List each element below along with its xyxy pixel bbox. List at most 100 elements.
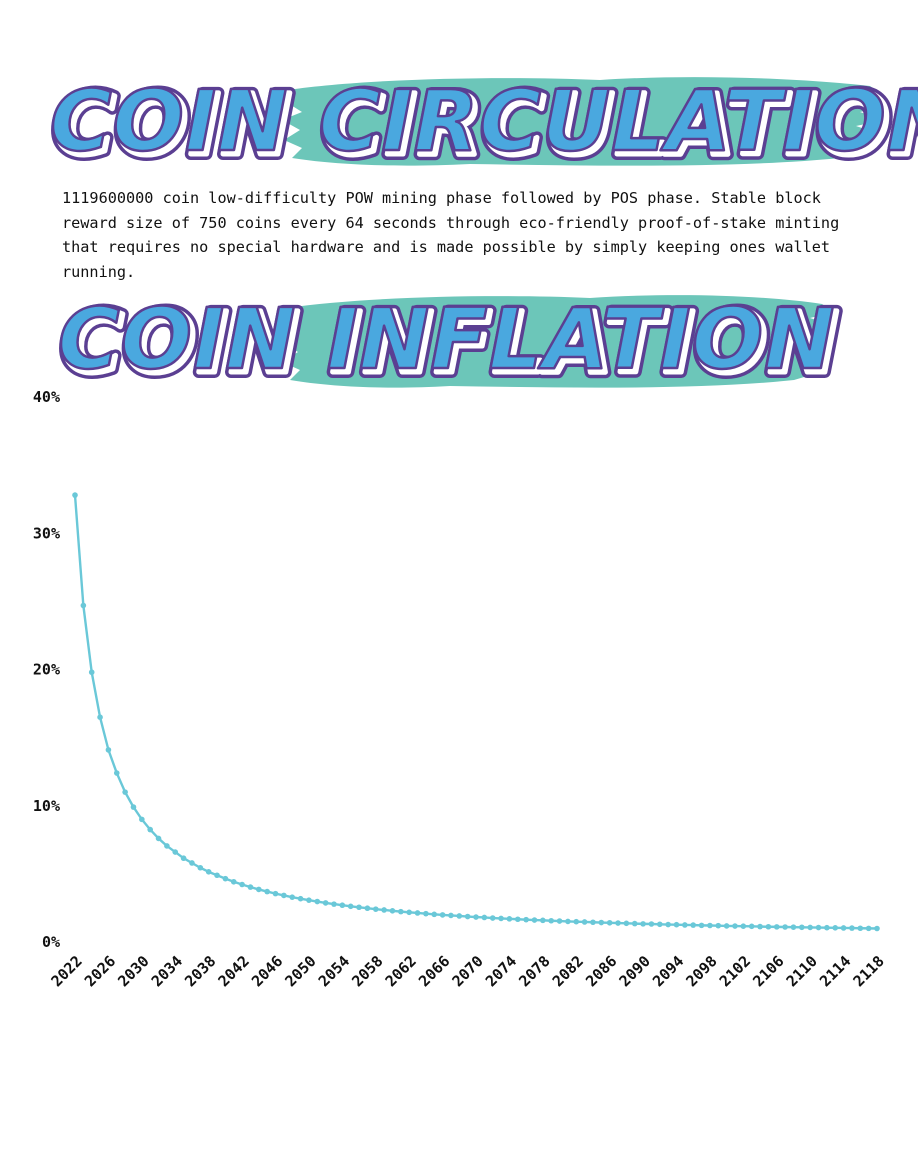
data-point bbox=[398, 908, 404, 915]
x-tick-label: 2022 bbox=[48, 952, 86, 990]
data-point bbox=[72, 492, 78, 498]
data-point bbox=[80, 602, 87, 609]
data-point bbox=[364, 905, 371, 912]
title-outline-layer: COIN CIRCULATION bbox=[54, 76, 918, 174]
data-point bbox=[155, 835, 162, 842]
x-tick-label: 2106 bbox=[749, 952, 787, 990]
title-coin-inflation: COIN INFLATION bbox=[58, 290, 836, 388]
x-tick-label: 2066 bbox=[415, 952, 453, 990]
data-point bbox=[381, 907, 387, 913]
data-point bbox=[122, 789, 128, 795]
series-layer bbox=[72, 492, 880, 932]
data-point bbox=[139, 816, 145, 823]
data-point bbox=[565, 918, 571, 925]
data-point bbox=[757, 923, 763, 930]
data-point bbox=[180, 855, 187, 862]
data-point bbox=[832, 925, 839, 931]
data-point bbox=[147, 826, 153, 833]
data-point bbox=[230, 878, 237, 885]
brush-stroke-decoration bbox=[282, 77, 886, 166]
data-point bbox=[306, 897, 312, 903]
x-tick-label: 2082 bbox=[549, 952, 587, 990]
data-point bbox=[540, 917, 546, 924]
data-point bbox=[473, 914, 479, 920]
data-point bbox=[648, 921, 655, 927]
data-point bbox=[339, 902, 346, 909]
data-point bbox=[799, 924, 805, 931]
data-point bbox=[331, 901, 337, 907]
data-point bbox=[573, 918, 580, 925]
data-point bbox=[640, 921, 646, 927]
data-point bbox=[289, 894, 296, 900]
data-point bbox=[389, 908, 396, 914]
x-tick-label: 2114 bbox=[816, 952, 854, 990]
data-point bbox=[172, 849, 179, 855]
title-coin-circulation: COIN CIRCULATION bbox=[50, 72, 918, 170]
data-point bbox=[682, 922, 688, 928]
y-tick-label: 40% bbox=[33, 388, 60, 406]
data-point bbox=[414, 910, 421, 916]
data-point bbox=[531, 917, 538, 923]
data-point bbox=[732, 923, 738, 929]
coin-inflation-banner: COIN INFLATION COIN INFLATION COIN INFLA… bbox=[50, 288, 845, 398]
x-tick-label: 2078 bbox=[515, 952, 553, 990]
data-point bbox=[773, 924, 780, 930]
x-tick-label: 2046 bbox=[248, 952, 286, 990]
data-point bbox=[740, 923, 747, 929]
data-point bbox=[690, 922, 697, 928]
data-point bbox=[113, 770, 120, 776]
x-tick-label: 2034 bbox=[148, 952, 186, 990]
data-point bbox=[239, 881, 245, 888]
title-shadow-layer: COIN CIRCULATION bbox=[54, 76, 918, 174]
x-tick-label: 2074 bbox=[482, 952, 520, 990]
data-point bbox=[431, 911, 438, 918]
data-point bbox=[857, 925, 864, 932]
data-point bbox=[723, 923, 730, 929]
data-point bbox=[222, 875, 229, 882]
data-point bbox=[105, 747, 112, 753]
x-tick-label: 2118 bbox=[850, 952, 888, 990]
data-point bbox=[272, 890, 279, 897]
data-point bbox=[673, 921, 680, 928]
x-tick-label: 2086 bbox=[582, 952, 620, 990]
data-point bbox=[790, 924, 797, 930]
x-tick-label: 2062 bbox=[382, 952, 420, 990]
data-point bbox=[97, 714, 103, 720]
data-point bbox=[481, 914, 488, 921]
x-tick-label: 2054 bbox=[315, 952, 353, 990]
data-point bbox=[656, 921, 663, 928]
data-point bbox=[322, 900, 329, 906]
inflation-series-line bbox=[73, 495, 878, 930]
data-point bbox=[205, 869, 212, 875]
data-point bbox=[631, 920, 638, 927]
data-point bbox=[590, 919, 596, 926]
data-point bbox=[164, 843, 170, 849]
data-point bbox=[765, 923, 772, 930]
data-point bbox=[840, 925, 847, 931]
data-point bbox=[824, 924, 830, 931]
y-tick-label: 30% bbox=[33, 524, 60, 542]
data-point bbox=[615, 920, 621, 926]
data-point bbox=[707, 922, 713, 929]
x-tick-label: 2026 bbox=[81, 952, 119, 990]
data-point bbox=[556, 918, 563, 924]
data-point bbox=[815, 924, 822, 931]
description-paragraph: 1119600000 coin low-difficulty POW minin… bbox=[62, 189, 840, 281]
data-point bbox=[406, 909, 412, 916]
data-point bbox=[623, 920, 630, 927]
data-point bbox=[782, 924, 788, 930]
data-point bbox=[423, 910, 429, 917]
brush-stroke-decoration bbox=[280, 295, 836, 388]
data-point bbox=[849, 925, 855, 931]
data-point bbox=[514, 916, 521, 923]
data-point bbox=[281, 892, 287, 899]
data-point bbox=[247, 884, 254, 890]
x-tick-label: 2098 bbox=[682, 952, 720, 990]
data-point bbox=[874, 925, 880, 932]
data-point bbox=[606, 919, 613, 926]
data-point bbox=[264, 888, 270, 895]
x-tick-label: 2090 bbox=[616, 952, 654, 990]
data-point bbox=[665, 921, 671, 928]
x-axis: 2022202620302034203820422046205020542058… bbox=[48, 952, 888, 990]
x-tick-label: 2050 bbox=[281, 952, 319, 990]
